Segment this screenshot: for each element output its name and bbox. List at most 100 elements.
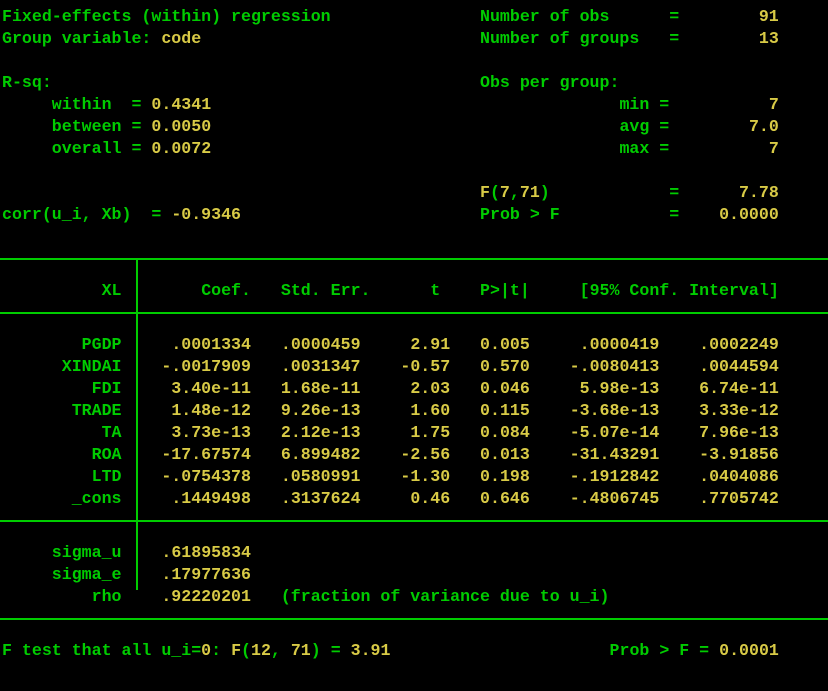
glyphs-eq: =: [151, 205, 162, 224]
table-rows-2-t: 2.03: [410, 379, 451, 398]
footer-ftest-part-9: =: [320, 641, 351, 660]
spacer: [361, 423, 411, 442]
spacer: [122, 281, 142, 300]
table-rule-bottom: [0, 618, 828, 640]
model-min-label: min: [619, 95, 650, 114]
table-vertical-divider: [136, 259, 138, 590]
model-corr-label: corr(u_i, Xb): [2, 205, 132, 224]
table-rows-3-coef: 1.48e-12: [171, 401, 251, 420]
table-rows-4-hi: 7.96e-13: [699, 423, 779, 442]
table-row-fdi: FDI 3.40e-11 1.68e-11 2.03 0.046 5.98e-1…: [2, 378, 828, 400]
model-rsq-within: 0.4341: [151, 95, 212, 114]
footer-ftest-part-2: :: [211, 641, 232, 660]
model-min: 7: [768, 95, 779, 114]
table-row-xindai: XINDAI -.0017909 .0031347 -0.57 0.570 -.…: [2, 356, 828, 378]
table-rho-note: (fraction of variance due to u_i): [280, 587, 610, 606]
footer-ftest-part-6: ,: [270, 641, 291, 660]
table-rows-2-p: 0.046: [480, 379, 530, 398]
footer-ftest-part-8: ): [310, 641, 321, 660]
spacer: [112, 95, 132, 114]
spacer: [141, 335, 171, 354]
table-rows-1-hi: .0044594: [699, 357, 779, 376]
spacer: [2, 489, 72, 508]
table-rows-4-lo: -5.07e-14: [569, 423, 660, 442]
glyphs-eq: =: [659, 139, 670, 158]
blank-line: [2, 50, 828, 72]
model-rsq-label: R-sq:: [2, 73, 52, 92]
output-line-title: Fixed-effects (within) regression Number…: [2, 6, 828, 28]
spacer: [2, 117, 52, 136]
table-rows-2-hi: 6.74e-11: [699, 379, 779, 398]
table-rows-5-hi: -3.91856: [699, 445, 779, 464]
footer-ftest-part-0: F test that all u_i=: [2, 641, 202, 660]
model-f-stat-part-1: (: [489, 183, 500, 202]
table-rows-5-coef: -17.67574: [161, 445, 251, 464]
table-rows-7-coef: .1449498: [171, 489, 251, 508]
model-max: 7: [768, 139, 779, 158]
spacer: [122, 543, 142, 562]
spacer: [122, 423, 142, 442]
spacer: [669, 139, 769, 158]
glyphs-eq: =: [659, 117, 670, 136]
spacer: [122, 587, 142, 606]
spacer: [370, 281, 430, 300]
spacer: [530, 335, 580, 354]
table-rows-2-coef: 3.40e-11: [171, 379, 251, 398]
glyphs-eq: =: [131, 117, 142, 136]
model-f-stat-part-3: ,: [509, 183, 520, 202]
table-rows-1-se: .0031347: [280, 357, 361, 376]
model-corr-value: -0.9346: [171, 205, 242, 224]
table-rows-7-lo: -.4806745: [569, 489, 660, 508]
table-rows-6-hi: .0404086: [699, 467, 779, 486]
spacer: [141, 467, 161, 486]
table-rows-7-hi: .7705742: [699, 489, 779, 508]
table-rows-1-lo: -.0080413: [569, 357, 660, 376]
spacer: [560, 205, 670, 224]
spacer: [2, 445, 92, 464]
table-rows-6-p: 0.198: [480, 467, 530, 486]
table-rows-4-coef: 3.73e-13: [171, 423, 251, 442]
table-rule-top: [0, 258, 828, 280]
spacer: [122, 357, 142, 376]
spacer: [450, 489, 480, 508]
table-rows-6-se: .0580991: [280, 467, 361, 486]
table-rows-5-se: 6.899482: [280, 445, 361, 464]
table-rows-6-coef: -.0754378: [161, 467, 251, 486]
model-n-obs-label: Number of obs: [480, 7, 610, 26]
table-row-sigma-e: sigma_e .17977636: [2, 564, 828, 586]
spacer: [659, 467, 699, 486]
spacer: [669, 117, 749, 136]
spacer: [361, 357, 401, 376]
spacer: [2, 565, 52, 584]
spacer: [649, 139, 659, 158]
table-rows-3-se: 9.26e-13: [280, 401, 361, 420]
table-rows-6-t: -1.30: [400, 467, 451, 486]
spacer: [141, 357, 161, 376]
table-rows-0-p: 0.005: [480, 335, 530, 354]
output-line-rsq-between: between = 0.0050 avg = 7.0: [2, 116, 828, 138]
spacer: [251, 489, 281, 508]
table-sigma-e-label: sigma_e: [51, 565, 122, 584]
spacer: [530, 489, 570, 508]
footer-ftest-part-4: (: [241, 641, 251, 660]
table-border-line: [0, 618, 828, 620]
spacer: [141, 423, 171, 442]
spacer: [141, 565, 161, 584]
footer-prob-label: Prob > F: [609, 641, 690, 660]
model-group-label: Group variable:: [2, 29, 152, 48]
table-col-ci: [95% Conf. Interval]: [579, 281, 779, 300]
spacer: [122, 401, 142, 420]
spacer: [331, 7, 480, 26]
output-line-rsq-overall: overall = 0.0072 max = 7: [2, 138, 828, 160]
spacer: [151, 29, 161, 48]
spacer: [211, 117, 619, 136]
spacer: [122, 445, 142, 464]
table-sigma-e: .17977636: [161, 565, 251, 584]
model-f-value: 7.78: [738, 183, 779, 202]
spacer: [141, 139, 151, 158]
table-rho: .92220201: [161, 587, 251, 606]
spacer: [122, 335, 142, 354]
table-rows-1-t: -0.57: [400, 357, 451, 376]
spacer: [52, 73, 480, 92]
